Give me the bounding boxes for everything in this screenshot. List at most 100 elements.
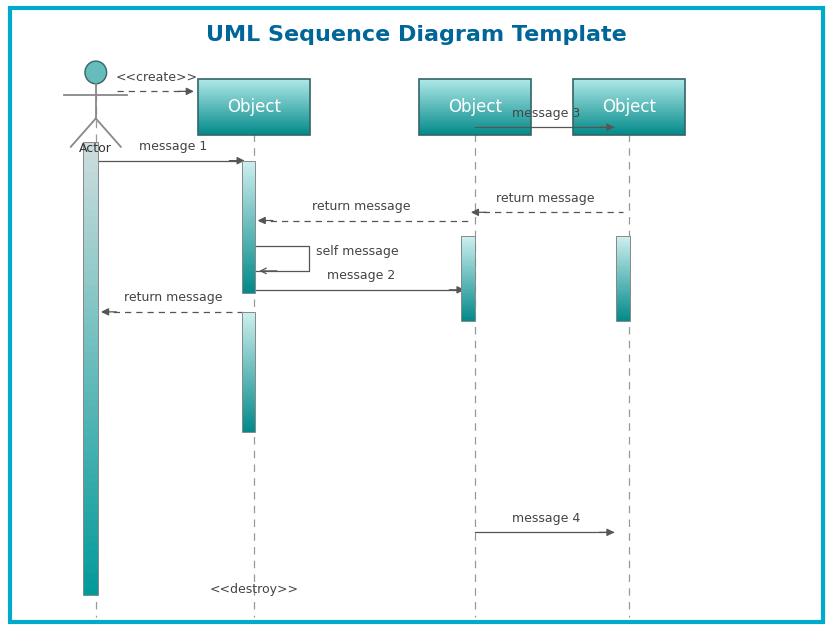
Bar — [197, 124, 310, 125]
Bar — [242, 368, 255, 370]
Bar — [83, 142, 98, 149]
Bar — [573, 87, 685, 88]
Bar — [573, 111, 685, 112]
Bar — [461, 277, 475, 278]
Bar — [461, 311, 475, 313]
Bar — [616, 280, 630, 282]
Bar — [197, 119, 310, 120]
Bar — [242, 318, 255, 320]
Bar — [83, 331, 98, 338]
Bar — [616, 294, 630, 296]
Bar — [418, 102, 531, 103]
Bar — [83, 414, 98, 421]
Bar — [616, 263, 630, 265]
Bar — [242, 414, 255, 416]
Bar — [418, 100, 531, 101]
Bar — [197, 112, 310, 113]
Bar — [242, 372, 255, 374]
Bar — [242, 330, 255, 332]
Bar — [418, 129, 531, 130]
Bar — [242, 212, 255, 214]
Bar — [242, 332, 255, 334]
Bar — [242, 358, 255, 360]
Bar — [461, 297, 475, 299]
Bar — [83, 346, 98, 353]
Bar — [418, 132, 531, 133]
Bar — [242, 171, 255, 174]
Bar — [418, 94, 531, 95]
Bar — [242, 236, 255, 238]
Bar — [418, 116, 531, 117]
Bar — [242, 384, 255, 386]
Bar — [83, 444, 98, 452]
Bar — [83, 391, 98, 399]
Bar — [242, 291, 255, 293]
Bar — [461, 248, 475, 249]
Bar — [616, 285, 630, 286]
Bar — [242, 277, 255, 280]
Bar — [418, 108, 531, 109]
Bar — [573, 130, 685, 131]
Bar — [242, 346, 255, 348]
Bar — [242, 163, 255, 165]
Bar — [573, 117, 685, 118]
Bar — [242, 326, 255, 328]
Bar — [616, 273, 630, 275]
Bar — [418, 86, 531, 87]
Bar — [461, 320, 475, 321]
Bar — [242, 389, 255, 392]
Bar — [197, 132, 310, 133]
Bar — [573, 99, 685, 100]
Bar — [573, 97, 685, 98]
Bar — [242, 251, 255, 253]
Bar — [242, 225, 255, 227]
Bar — [418, 105, 531, 106]
Bar — [573, 93, 685, 94]
Bar — [418, 114, 531, 115]
Bar — [242, 386, 255, 387]
Bar — [83, 149, 98, 157]
Bar — [461, 267, 475, 269]
Bar — [242, 200, 255, 203]
Bar — [461, 317, 475, 318]
Bar — [418, 123, 531, 124]
Bar — [242, 273, 255, 275]
Bar — [461, 245, 475, 246]
Bar — [242, 378, 255, 380]
Bar — [461, 272, 475, 273]
Bar — [197, 89, 310, 90]
Bar — [461, 253, 475, 255]
Bar — [242, 312, 255, 432]
Bar — [573, 95, 685, 96]
Bar — [616, 253, 630, 255]
Bar — [197, 127, 310, 128]
Bar — [461, 236, 475, 321]
Bar — [616, 286, 630, 287]
Bar — [242, 340, 255, 341]
Bar — [418, 119, 531, 120]
Bar — [83, 172, 98, 180]
Bar — [461, 306, 475, 307]
Bar — [197, 113, 310, 114]
Bar — [197, 129, 310, 130]
Bar — [461, 313, 475, 314]
Bar — [197, 118, 310, 119]
Bar — [418, 132, 531, 134]
Bar — [461, 270, 475, 272]
Bar — [461, 255, 475, 256]
Bar — [83, 490, 98, 497]
Bar — [242, 354, 255, 356]
FancyBboxPatch shape — [10, 8, 823, 622]
Bar — [616, 256, 630, 258]
Bar — [242, 209, 255, 212]
Bar — [461, 265, 475, 266]
Bar — [616, 242, 630, 243]
Text: return message: return message — [312, 200, 411, 213]
Bar — [83, 542, 98, 550]
Bar — [418, 82, 531, 83]
Bar — [573, 129, 685, 130]
Bar — [461, 262, 475, 263]
Bar — [616, 302, 630, 303]
Bar — [616, 299, 630, 300]
Bar — [418, 118, 531, 119]
